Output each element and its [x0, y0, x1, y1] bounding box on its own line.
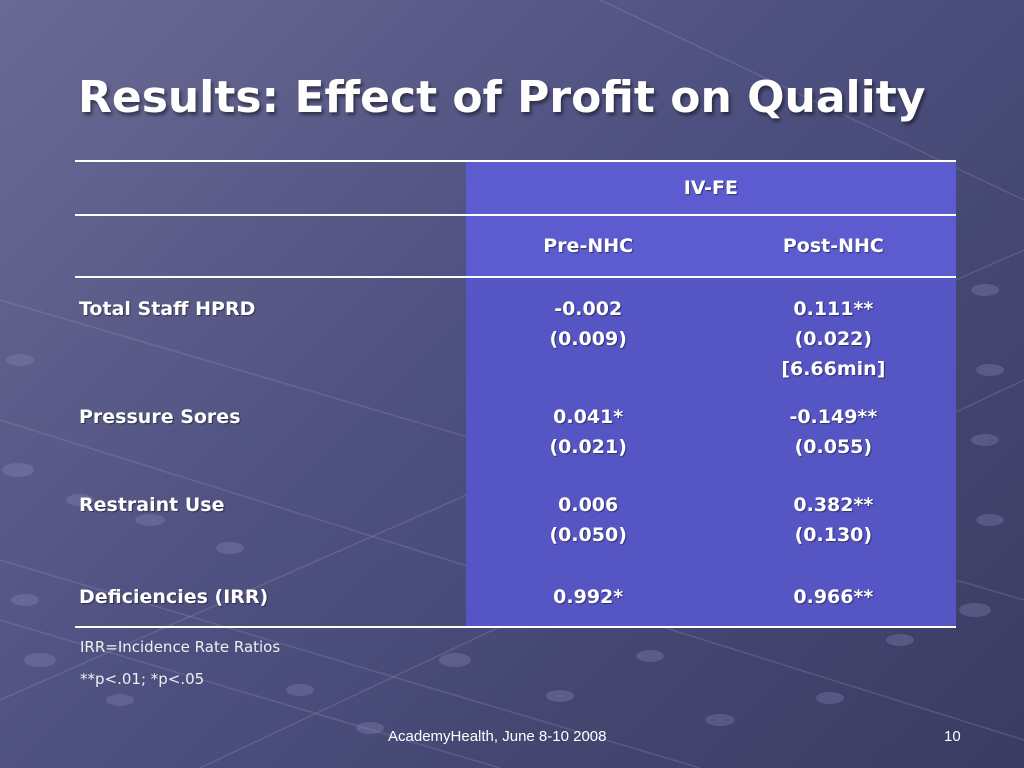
table-row: Deficiencies (IRR) 0.992* 0.966**	[75, 582, 956, 628]
column-header-pre-nhc: Pre-NHC	[465, 214, 711, 277]
table-row: Pressure Sores 0.041* (0.021) -0.149** (…	[75, 402, 956, 490]
cell-value: (0.050)	[549, 524, 627, 546]
cell-pre: -0.002 (0.009)	[465, 276, 711, 402]
cell-post: -0.149** (0.055)	[710, 402, 956, 490]
cell-value: -0.002	[554, 298, 623, 320]
table-header-row: IV-FE	[75, 160, 956, 215]
footer-event: AcademyHealth, June 8-10 2008	[388, 728, 607, 745]
cell-value: (0.009)	[549, 328, 627, 350]
cell-post: 0.111** (0.022) [6.66min]	[710, 276, 956, 402]
cell-value: 0.382**	[793, 494, 874, 516]
cell-value: (0.021)	[549, 436, 627, 458]
cell-value: (0.055)	[794, 436, 873, 458]
page-number: 10	[944, 728, 961, 745]
row-label: Restraint Use	[79, 494, 225, 516]
cell-value: 0.992*	[553, 586, 624, 608]
cell-value: -0.149**	[789, 406, 878, 428]
row-label: Total Staff HPRD	[75, 276, 466, 402]
cell-post: 0.966**	[710, 582, 956, 628]
table-subheader-row: Pre-NHC Post-NHC	[75, 214, 956, 277]
table-row: Total Staff HPRD -0.002 (0.009) 0.111** …	[75, 276, 956, 402]
header-empty-cell	[75, 160, 466, 215]
cell-pre: 0.006 (0.050)	[465, 490, 711, 582]
cell-value: 0.041*	[553, 406, 624, 428]
row-label: Pressure Sores	[79, 406, 241, 428]
cell-post: 0.382** (0.130)	[710, 490, 956, 582]
cell-value: (0.022)	[794, 328, 873, 350]
row-label: Deficiencies (IRR)	[75, 582, 466, 628]
cell-value: [6.66min]	[781, 358, 886, 380]
cell-value: (0.130)	[794, 524, 873, 546]
cell-pre: 0.992*	[465, 582, 711, 628]
group-header-ivfe: IV-FE	[465, 160, 956, 215]
cell-value: 0.006	[558, 494, 619, 516]
cell-value: 0.111**	[793, 298, 874, 320]
table-row: Restraint Use 0.006 (0.050) 0.382** (0.1…	[75, 490, 956, 582]
footnote-irr: IRR=Incidence Rate Ratios	[80, 638, 281, 656]
footnote-significance: **p<.01; *p<.05	[80, 670, 205, 688]
cell-value: 0.966**	[793, 586, 874, 608]
cell-pre: 0.041* (0.021)	[465, 402, 711, 490]
subheader-empty-cell	[75, 214, 466, 277]
column-header-post-nhc: Post-NHC	[710, 214, 956, 277]
slide-title: Results: Effect of Profit on Quality	[78, 72, 926, 123]
results-table: IV-FE Pre-NHC Post-NHC Total Staff HPRD …	[75, 160, 956, 628]
